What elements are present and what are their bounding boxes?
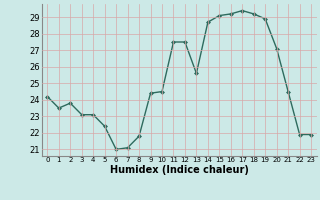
X-axis label: Humidex (Indice chaleur): Humidex (Indice chaleur) [110, 165, 249, 175]
